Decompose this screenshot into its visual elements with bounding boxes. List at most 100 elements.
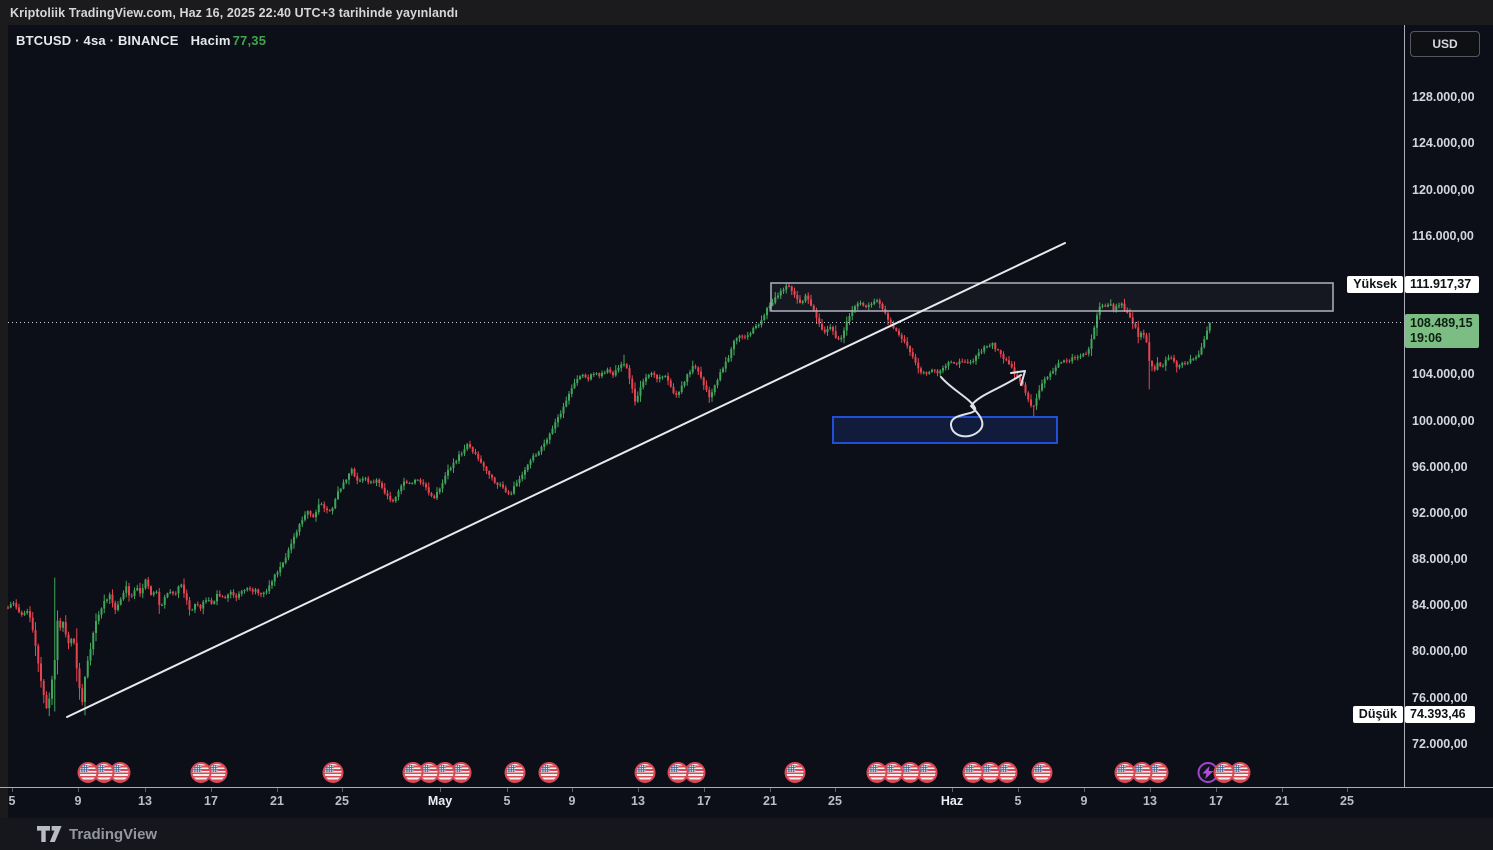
time-scale[interactable]: 5 9 13 17 21 25 May 5 9 13 17 21 25 Haz 5 9 13 17 21 25 <box>0 787 1404 818</box>
candle-body <box>218 593 221 597</box>
candle-body <box>1082 353 1085 357</box>
candle-body <box>936 370 939 374</box>
candle-body <box>856 303 859 307</box>
resistance-box[interactable] <box>770 282 1334 312</box>
candle-body <box>854 306 856 310</box>
us-flag-icon[interactable] <box>916 762 938 783</box>
candle-body <box>1060 362 1063 364</box>
candle-body <box>848 315 851 322</box>
candle-body <box>881 303 884 309</box>
us-flag-icon[interactable] <box>866 762 888 783</box>
us-flag-icon[interactable] <box>784 762 806 783</box>
candle-body <box>37 645 40 664</box>
candle-body <box>309 511 312 515</box>
candle-body <box>224 596 227 599</box>
candle-body <box>86 660 89 677</box>
candle-body <box>348 473 350 480</box>
candle-body <box>810 299 812 306</box>
candle-body <box>359 480 361 482</box>
candle-body <box>543 443 546 447</box>
currency-toggle-button[interactable]: USD <box>1410 31 1480 57</box>
candle-body <box>334 499 337 509</box>
candle-body <box>757 324 760 326</box>
candle-body <box>287 549 290 558</box>
candle-body <box>590 374 592 380</box>
candle-body <box>405 481 408 483</box>
us-flag-icon[interactable] <box>450 762 472 783</box>
price-tick-label: 72.000,00 <box>1412 736 1468 751</box>
candle-body <box>23 613 26 615</box>
us-flag-icon[interactable] <box>1213 762 1235 783</box>
candle-body <box>867 304 870 307</box>
tradingview-logo[interactable]: TradingView <box>37 826 157 843</box>
candle-body <box>45 695 48 709</box>
candle-body <box>628 367 631 379</box>
flag-canton <box>192 765 202 772</box>
us-flag-icon[interactable] <box>77 762 99 783</box>
date-tick-label: 17 <box>697 794 711 808</box>
candle-body <box>1145 335 1148 343</box>
us-flag-icon[interactable] <box>322 762 344 783</box>
candle-body <box>130 595 133 597</box>
us-flag-icon[interactable] <box>1031 762 1053 783</box>
candle-body <box>691 366 694 373</box>
us-flag-icon[interactable] <box>190 762 212 783</box>
candle-body <box>301 519 304 525</box>
candle-body <box>650 373 653 376</box>
candle-body <box>56 620 59 661</box>
us-flag-icon[interactable] <box>206 762 228 783</box>
candle-body <box>246 588 249 590</box>
candle-body <box>422 482 425 484</box>
candle-body <box>1142 332 1145 336</box>
candle-body <box>529 460 532 465</box>
us-flag-icon[interactable] <box>538 762 560 783</box>
candle-body <box>51 679 53 699</box>
flag-canton <box>998 765 1008 772</box>
candle-body <box>328 510 331 512</box>
us-flag-icon[interactable] <box>402 762 424 783</box>
trendline[interactable] <box>66 242 1066 718</box>
candle-body <box>180 584 183 587</box>
candle-body <box>917 362 920 369</box>
flag-canton <box>901 765 911 772</box>
candle-body <box>326 508 328 511</box>
drawn-arrow[interactable] <box>940 374 1022 438</box>
us-flag-icon[interactable] <box>504 762 526 783</box>
candle-body <box>1178 365 1181 368</box>
candle-body <box>576 378 579 384</box>
candle-body <box>510 493 513 495</box>
candle-body <box>240 591 243 594</box>
candlestick-series[interactable] <box>7 282 1211 717</box>
candle-body <box>331 508 334 512</box>
candle-body <box>994 343 997 350</box>
candle-body <box>416 479 419 481</box>
us-flag-icon[interactable] <box>667 762 689 783</box>
us-flag-icon[interactable] <box>962 762 984 783</box>
candle-body <box>1035 398 1038 406</box>
flag-canton <box>918 765 928 772</box>
candle-body <box>177 586 180 594</box>
candle-body <box>337 491 339 500</box>
us-flag-icon[interactable] <box>434 762 456 783</box>
candle-body <box>521 474 524 480</box>
tradingview-logo-icon <box>37 826 62 842</box>
candle-body <box>282 562 284 567</box>
volume-label: Hacim <box>190 33 231 48</box>
demand-box[interactable] <box>832 416 1058 444</box>
candle-body <box>1016 374 1019 378</box>
us-flag-icon[interactable] <box>418 762 440 783</box>
date-tick-label: 21 <box>270 794 284 808</box>
candle-body <box>1079 356 1082 358</box>
candle-body <box>1134 323 1137 328</box>
us-flag-icon[interactable] <box>1114 762 1136 783</box>
date-tick-label: 21 <box>1275 794 1289 808</box>
us-flag-icon[interactable] <box>634 762 656 783</box>
candle-body <box>807 295 810 300</box>
price-scale[interactable]: 128.000,00 124.000,00 120.000,00 116.000,00… <box>1404 25 1493 787</box>
candle-body <box>103 600 106 609</box>
candle-body <box>906 341 909 347</box>
symbol-title: BTCUSD · 4sa · BINANCE <box>16 33 179 48</box>
candle-body <box>108 594 111 600</box>
